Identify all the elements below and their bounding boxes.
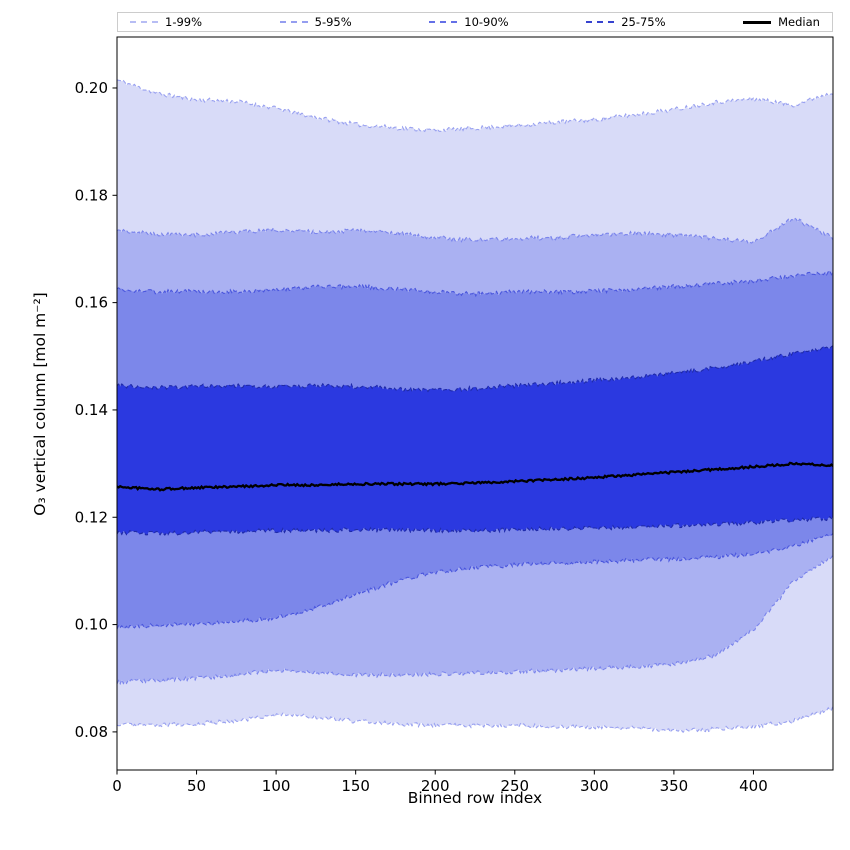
percentile-edge-p25 bbox=[117, 515, 833, 536]
percentile-edge-p99 bbox=[117, 79, 833, 133]
legend-item-25-75: 25-75% bbox=[586, 15, 666, 29]
median-line bbox=[117, 461, 833, 492]
percentile-edge-p5 bbox=[117, 554, 833, 686]
median-line-sample bbox=[743, 20, 772, 24]
y-tick-label-0.20: 0.20 bbox=[75, 79, 108, 97]
percentile-edge-p90 bbox=[117, 269, 833, 298]
legend-label: 5-95% bbox=[314, 15, 352, 29]
x-tick-label-100: 100 bbox=[262, 777, 291, 795]
x-tick-label-300: 300 bbox=[580, 777, 609, 795]
x-axis-label: Binned row index bbox=[407, 789, 543, 807]
legend: 1-99% 5-95% 10-90% 25-75% Median bbox=[117, 12, 833, 32]
dashed-line-sample bbox=[130, 21, 158, 23]
legend-label: 25-75% bbox=[621, 15, 666, 29]
legend-item-1-99: 1-99% bbox=[130, 15, 202, 29]
dashed-line-sample bbox=[429, 21, 458, 23]
y-tick-label-0.08: 0.08 bbox=[75, 723, 108, 741]
x-tick-label-0: 0 bbox=[112, 777, 122, 795]
legend-item-5-95: 5-95% bbox=[279, 15, 352, 29]
y-tick-label-0.10: 0.10 bbox=[75, 616, 108, 634]
dashed-line-sample bbox=[279, 21, 308, 23]
x-tick-label-50: 50 bbox=[187, 777, 206, 795]
axes-frame bbox=[116, 36, 834, 771]
y-tick-label-0.18: 0.18 bbox=[75, 186, 108, 204]
legend-item-10-90: 10-90% bbox=[429, 15, 509, 29]
y-tick-label-0.16: 0.16 bbox=[75, 294, 108, 312]
y-axis-label: O₃ vertical column [mol m⁻²] bbox=[31, 292, 49, 516]
legend-label: 1-99% bbox=[165, 15, 203, 29]
y-tick-label-0.12: 0.12 bbox=[75, 508, 108, 526]
x-tick-label-200: 200 bbox=[421, 777, 450, 795]
legend-label: Median bbox=[778, 15, 820, 29]
legend-label: 10-90% bbox=[464, 15, 509, 29]
y-tick-label-0.14: 0.14 bbox=[75, 401, 108, 419]
band-25-75 bbox=[117, 345, 833, 536]
plot-area bbox=[117, 79, 833, 734]
percentile-edge-p95 bbox=[117, 217, 833, 245]
x-tick-label-150: 150 bbox=[341, 777, 370, 795]
percentile-edge-p1 bbox=[117, 705, 833, 734]
legend-item-median: Median bbox=[743, 15, 820, 29]
dashed-line-sample bbox=[586, 21, 615, 23]
x-tick-label-350: 350 bbox=[660, 777, 689, 795]
x-tick-label-400: 400 bbox=[739, 777, 768, 795]
x-tick-label-250: 250 bbox=[500, 777, 529, 795]
